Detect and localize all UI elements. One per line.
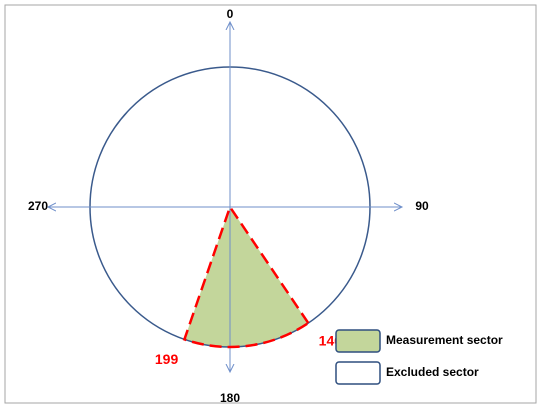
axis-label: 270 bbox=[28, 199, 48, 213]
legend-swatch bbox=[335, 361, 381, 385]
axis-label: 0 bbox=[227, 7, 234, 21]
axis-label: 180 bbox=[220, 391, 240, 405]
sector-edge bbox=[182, 204, 310, 349]
measurement-sector bbox=[184, 207, 309, 347]
legend-label: Measurement sector bbox=[386, 333, 503, 347]
legend-swatch bbox=[335, 329, 381, 353]
sector-label: 199 bbox=[155, 351, 179, 367]
legend-label: Excluded sector bbox=[386, 365, 479, 379]
axis-label: 90 bbox=[415, 199, 429, 213]
